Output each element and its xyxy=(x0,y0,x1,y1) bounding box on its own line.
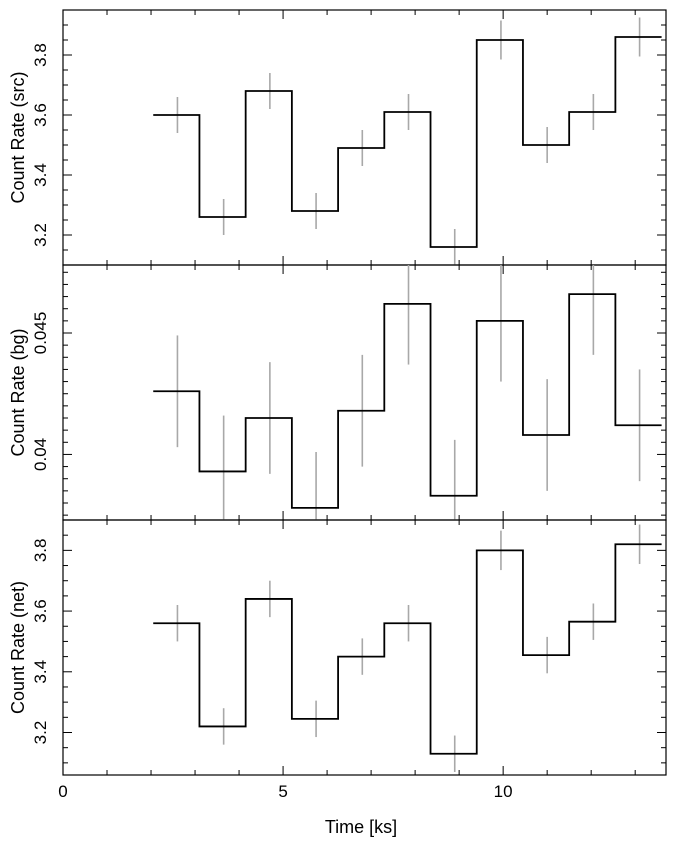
y-axis-title: Count Rate (src) xyxy=(8,71,28,203)
step-line xyxy=(153,36,662,248)
y-axis-title: Count Rate (bg) xyxy=(8,328,28,456)
step-line xyxy=(153,293,662,509)
y-tick-label: 3.4 xyxy=(31,660,50,684)
x-tick-label: 5 xyxy=(278,782,287,801)
y-tick-label: 3.6 xyxy=(31,599,50,623)
y-tick-label: 3.6 xyxy=(31,103,50,127)
x-tick-label: 0 xyxy=(58,782,67,801)
x-tick-label: 10 xyxy=(494,782,513,801)
plot-frame xyxy=(62,519,667,776)
x-axis: 0 5 10 xyxy=(58,782,512,801)
plot-frame xyxy=(62,264,667,521)
y-tick-label: 3.4 xyxy=(31,163,50,187)
y-axis-title: Count Rate (net) xyxy=(8,581,28,714)
y-tick-label: 3.8 xyxy=(31,539,50,563)
y-tick-label: 0.045 xyxy=(31,312,50,355)
plot-frame xyxy=(62,9,667,266)
y-tick-label: 3.8 xyxy=(31,43,50,67)
y-tick-label: 3.2 xyxy=(31,223,50,247)
x-axis-title: Time [ks] xyxy=(325,817,397,837)
y-tick-label: 3.2 xyxy=(31,721,50,745)
step-line xyxy=(153,543,662,755)
y-tick-label: 0.04 xyxy=(31,438,50,471)
